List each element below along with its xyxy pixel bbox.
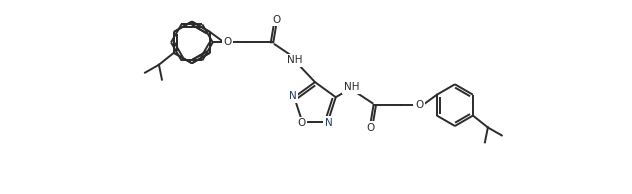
Text: N: N [289,91,296,101]
Text: O: O [415,100,423,110]
Text: N: N [325,118,332,128]
Text: NH: NH [344,82,360,92]
Text: O: O [367,123,375,133]
Text: NH: NH [288,55,303,65]
Text: O: O [297,118,305,128]
Text: O: O [272,15,281,25]
Text: O: O [224,37,232,47]
